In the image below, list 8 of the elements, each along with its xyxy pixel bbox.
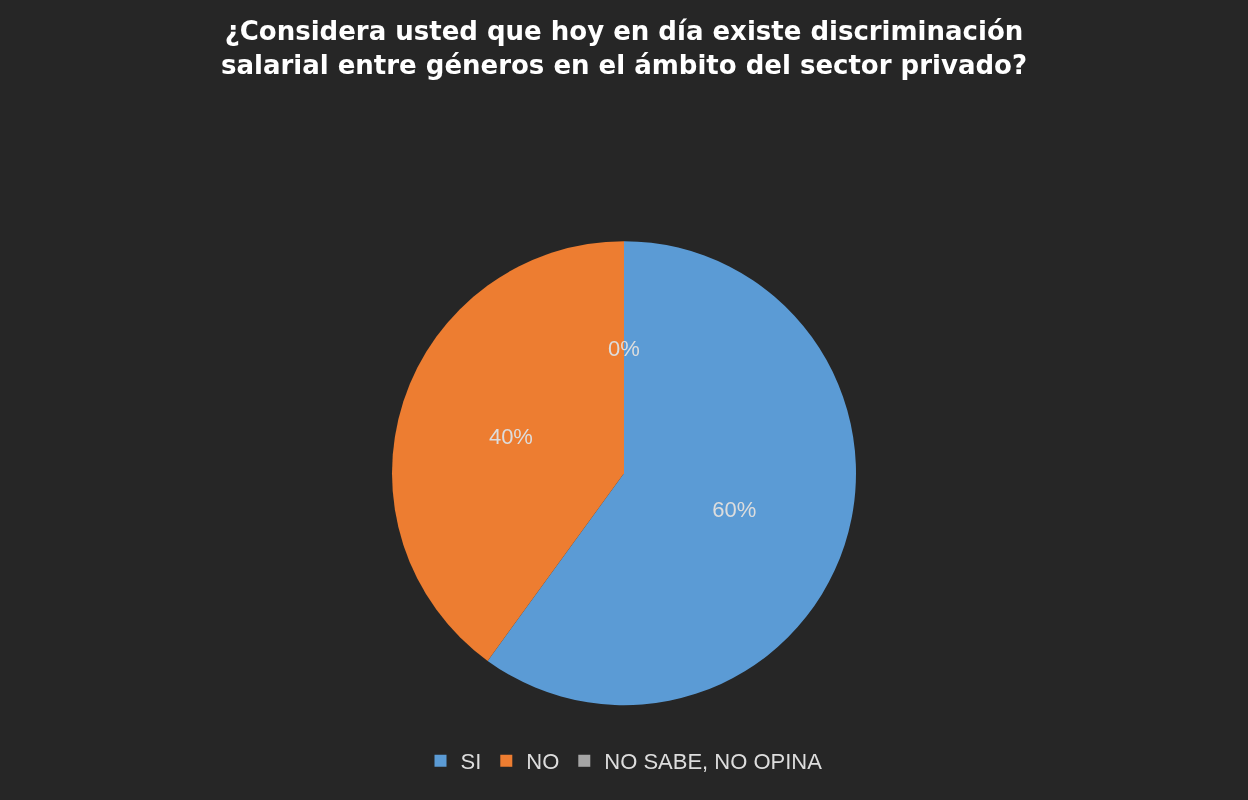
- text: 0%: [608, 336, 640, 361]
- legend-label: NO SABE, NO OPINA: [604, 749, 823, 775]
- legend-label: NO: [526, 749, 560, 775]
- legend-label: SI: [460, 749, 482, 775]
- pie-slice: [487, 241, 856, 706]
- data-label: 40%: [488, 423, 533, 449]
- data-label: 60%: [712, 496, 757, 522]
- chart-title: ¿Considera usted que hoy en día existe discriminación salarial entre géneros en el ámbito del sector privado?: [221, 16, 1027, 80]
